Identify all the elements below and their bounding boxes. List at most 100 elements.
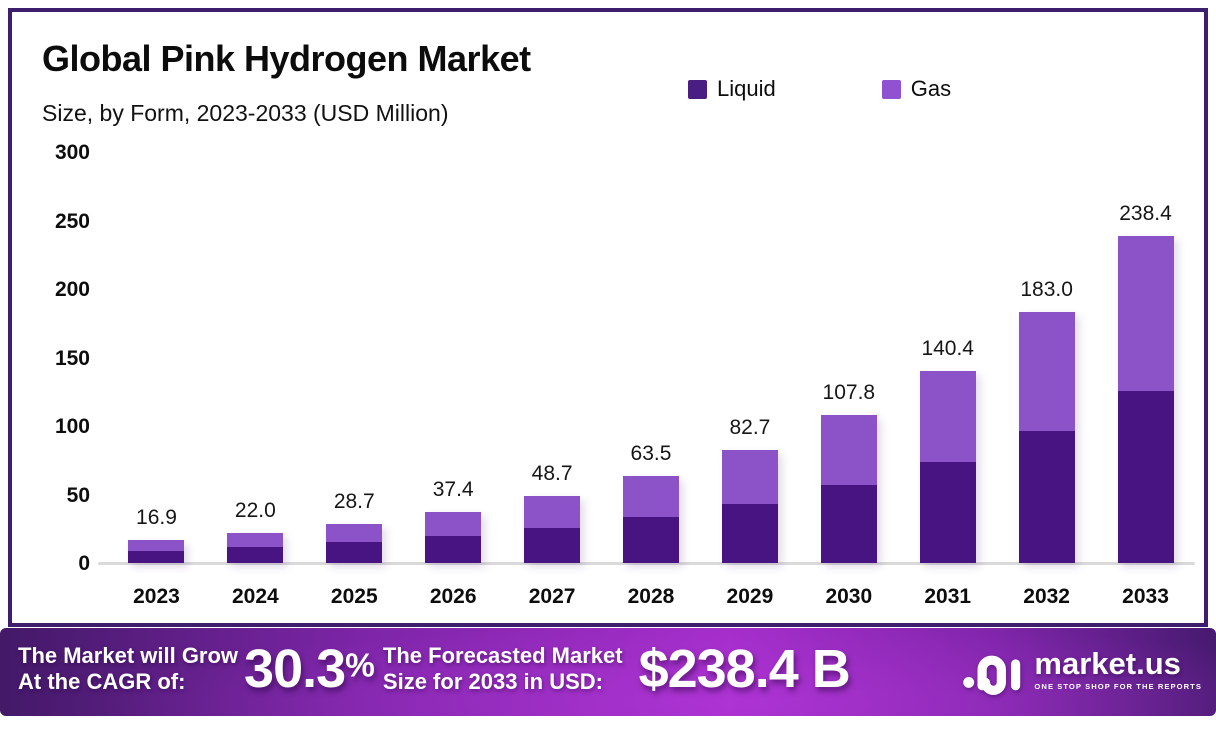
bar-column-2031: 140.4 2031 (898, 153, 997, 608)
legend-item-gas: Gas (881, 76, 952, 102)
x-tick-label-2024: 2024 (232, 585, 279, 608)
chart-title: Global Pink Hydrogen Market (42, 38, 531, 79)
bar-2030-gas (820, 415, 877, 486)
bar-2028-gas (622, 476, 679, 518)
bar-2025-gas (326, 523, 383, 543)
cagr-label-line1: The Market will Grow (18, 643, 239, 669)
cagr-value-number: 30.3 (244, 639, 346, 699)
brand-tagline: ONE STOP SHOP FOR THE REPORTS (1034, 681, 1202, 691)
forecast-label-line1: The Forecasted Market (382, 643, 623, 669)
bar-column-2024: 22.0 2024 (206, 153, 305, 608)
y-tick-label-50: 50 (66, 483, 90, 507)
chart-legend: Liquid Gas (688, 76, 951, 102)
forecast-label: The Forecasted Market Size for 2033 in U… (383, 643, 623, 695)
bar-value-label-2032: 183.0 (1020, 278, 1073, 302)
chart-frame: Global Pink Hydrogen Market Size, by For… (8, 8, 1208, 627)
bar-2023-gas (128, 539, 185, 551)
x-axis-baseline (98, 562, 1195, 565)
bar-2025 (326, 523, 383, 563)
bar-2030-liquid (820, 485, 877, 563)
bar-value-label-2024: 22.0 (234, 498, 276, 522)
x-tick-label-2023: 2023 (133, 585, 180, 608)
bar-value-label-2029: 82.7 (729, 415, 771, 439)
bar-2029-liquid (721, 503, 778, 563)
x-tick-label-2031: 2031 (924, 585, 972, 608)
x-tick-label-2026: 2026 (429, 585, 477, 608)
bar-2026 (425, 511, 482, 563)
bar-2030 (820, 415, 877, 563)
forecast-value: $238.4 B (638, 639, 851, 699)
bar-column-2030: 107.8 2030 (799, 153, 898, 608)
market-us-logo-icon (963, 655, 1021, 695)
bar-2024-gas (227, 532, 284, 548)
y-axis-labels: 0 50 100 150 200 250 300 (30, 12, 90, 631)
legend-swatch-liquid (688, 79, 707, 99)
bar-2027 (524, 496, 581, 563)
bar-column-2023: 16.9 2023 (107, 153, 206, 608)
y-tick-label-100: 100 (54, 415, 90, 438)
bar-2028 (622, 476, 679, 563)
bar-2029-gas (721, 449, 778, 504)
bar-2033-gas (1117, 236, 1174, 392)
x-tick-label-2032: 2032 (1023, 585, 1070, 608)
bar-value-label-2031: 140.4 (921, 336, 974, 360)
bar-2024 (227, 532, 284, 563)
legend-swatch-gas (881, 79, 901, 99)
bar-column-2032: 183.0 2032 (997, 153, 1096, 608)
bar-2025-liquid (326, 542, 383, 563)
y-tick-label-200: 200 (54, 278, 90, 301)
bar-column-2029: 82.7 2029 (700, 153, 799, 608)
x-tick-label-2029: 2029 (726, 585, 774, 608)
bar-2032 (1018, 312, 1075, 563)
bar-2032-liquid (1018, 431, 1075, 563)
x-tick-label-2025: 2025 (330, 585, 378, 608)
x-tick-label-2033: 2033 (1122, 585, 1169, 608)
brand-lockup: market.us ONE STOP SHOP FOR THE REPORTS (962, 641, 1202, 697)
bar-value-label-2030: 107.8 (822, 381, 876, 405)
y-tick-label-150: 150 (54, 346, 90, 370)
banner-content: The Market will Grow At the CAGR of: 30.… (0, 628, 1216, 716)
bar-2024-liquid (227, 547, 284, 563)
brand-name: market.us (1034, 645, 1181, 681)
bar-2027-liquid (524, 527, 581, 563)
legend-label-gas: Gas (910, 76, 952, 101)
bar-2032-gas (1018, 312, 1075, 432)
cagr-label-line2: At the CAGR of: (18, 669, 186, 694)
brand-text: market.us ONE STOP SHOP FOR THE REPORTS (1034, 648, 1202, 691)
bar-column-2027: 48.7 2027 (503, 153, 602, 608)
y-tick-label-300: 300 (54, 141, 90, 164)
cagr-percent-sign: % (345, 647, 375, 685)
bar-2028-liquid (622, 517, 679, 563)
bar-value-label-2027: 48.7 (531, 462, 573, 486)
bar-2029 (721, 449, 778, 563)
bar-value-label-2026: 37.4 (432, 477, 474, 501)
plot-area: 16.9 2023 22.0 2024 28.7 2025 37.4 2026 48.7 2027… (107, 153, 1195, 608)
x-tick-label-2027: 2027 (528, 585, 576, 608)
chart-subtitle: Size, by Form, 2023-2033 (USD Million) (42, 100, 449, 126)
y-tick-label-250: 250 (54, 209, 90, 233)
bar-2033 (1117, 236, 1174, 563)
bar-column-2026: 37.4 2026 (404, 153, 503, 608)
bottom-banner: The Market will Grow At the CAGR of: 30.… (0, 628, 1216, 716)
x-tick-label-2030: 2030 (825, 585, 873, 608)
forecast-label-line2: Size for 2033 in USD: (382, 669, 603, 694)
bar-2031-gas (919, 370, 976, 463)
cagr-value: 30.3% (244, 638, 375, 700)
bar-value-label-2033: 238.4 (1119, 202, 1172, 226)
bar-value-label-2028: 63.5 (630, 442, 672, 466)
bar-2033-liquid (1117, 391, 1174, 563)
bar-column-2028: 63.5 2028 (602, 153, 701, 608)
bar-value-label-2025: 28.7 (333, 489, 375, 513)
bar-2026-liquid (425, 536, 482, 563)
bar-value-label-2023: 16.9 (136, 505, 177, 529)
bar-2023-liquid (128, 550, 185, 563)
cagr-label: The Market will Grow At the CAGR of: (18, 643, 238, 695)
bar-2027-gas (524, 496, 581, 528)
bar-2023 (128, 539, 185, 563)
bar-2031 (919, 370, 976, 563)
bar-2026-gas (425, 511, 482, 537)
y-tick-label-0: 0 (78, 552, 90, 575)
bar-column-2033: 238.4 2033 (1096, 153, 1195, 608)
bar-column-2025: 28.7 2025 (305, 153, 404, 608)
